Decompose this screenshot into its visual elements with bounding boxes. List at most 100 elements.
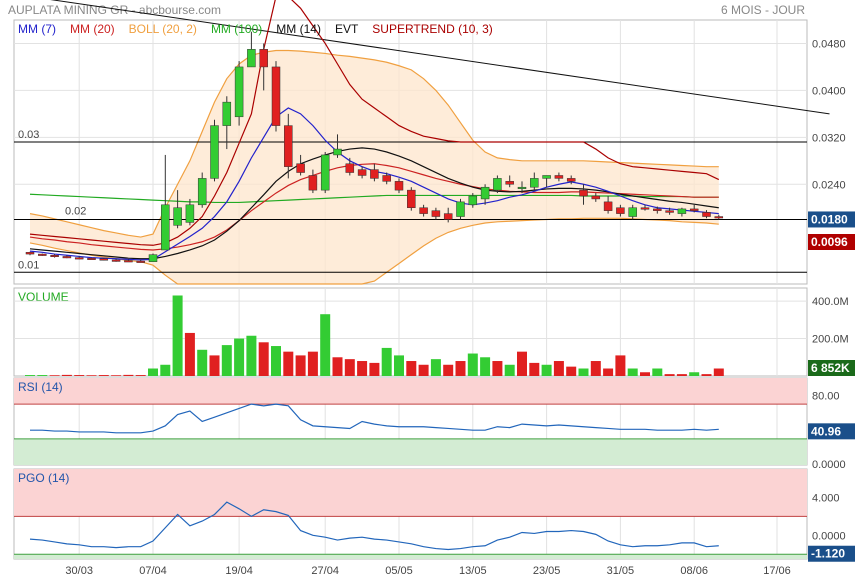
volume-bar xyxy=(332,357,343,376)
x-tick-label: 07/04 xyxy=(139,565,167,577)
candle-body xyxy=(148,254,158,262)
candle-body xyxy=(308,175,318,191)
x-tick-label: 31/05 xyxy=(607,565,635,577)
mm20-line xyxy=(29,163,719,251)
x-tick-label: 05/05 xyxy=(385,565,413,577)
mm14-line xyxy=(29,147,719,260)
candle-body xyxy=(111,259,121,262)
volume-bar xyxy=(640,372,650,376)
volume-bar xyxy=(701,374,712,376)
volume-bar xyxy=(221,345,232,376)
candle-body xyxy=(210,125,219,179)
pgo-line xyxy=(29,501,719,551)
volume-bar xyxy=(467,353,478,376)
x-tick-label: 17/06 xyxy=(763,565,791,577)
rsi-line xyxy=(30,403,719,434)
candle-body xyxy=(554,175,564,179)
candle-body xyxy=(480,186,490,200)
candle-body xyxy=(517,186,527,189)
pgo-overbought-zone xyxy=(14,469,807,517)
x-tick-label: 13/05 xyxy=(459,565,487,577)
candle-body xyxy=(197,178,207,206)
rsi-title: RSI (14) xyxy=(18,380,63,394)
volume-bar xyxy=(541,364,552,376)
rsi-overbought-zone xyxy=(14,378,807,405)
price-tick-label: 0.0240 xyxy=(812,179,846,191)
volume-bar xyxy=(111,375,122,376)
volume-bar xyxy=(615,355,626,376)
bollinger-upper-line xyxy=(29,49,719,238)
volume-bar xyxy=(455,361,466,376)
volume-bar xyxy=(37,375,48,376)
legend-item: MM (7) xyxy=(18,22,56,36)
candle-body xyxy=(689,208,699,211)
mm100-line xyxy=(29,193,719,204)
volume-bar xyxy=(603,368,614,376)
candle-body xyxy=(653,208,662,211)
volume-bar xyxy=(184,332,195,376)
period-label[interactable]: 6 MOIS - JOUR xyxy=(720,3,805,17)
candle-body xyxy=(284,125,293,167)
price-tick-label: 0.0480 xyxy=(812,38,846,50)
candle-body xyxy=(616,207,625,214)
candle-body xyxy=(665,210,674,213)
candle-body xyxy=(542,175,551,179)
candle-body xyxy=(247,49,256,68)
chart-title: AUPLATA MINING GR - abcbourse.com xyxy=(8,3,221,17)
legend-item: EVT xyxy=(335,22,359,36)
volume-last-badge-bg xyxy=(808,360,855,376)
pgo-last-badge: -1.120 xyxy=(811,547,845,561)
x-tick-label: 23/05 xyxy=(533,565,561,577)
candle-body xyxy=(124,260,133,263)
volume-bar xyxy=(394,355,404,376)
candle-body xyxy=(702,212,711,217)
candle-body xyxy=(38,253,47,256)
volume-bar xyxy=(566,366,577,376)
legend-item: BOLL (20, 2) xyxy=(129,22,197,36)
x-tick-label: 30/03 xyxy=(65,565,93,577)
volume-bar xyxy=(135,375,146,376)
pgo-tick-label: 4.000 xyxy=(812,492,840,504)
volume-bar xyxy=(98,375,109,376)
candle-body xyxy=(443,213,453,220)
candle-body xyxy=(382,175,391,182)
candle-body xyxy=(271,66,281,126)
rsi-tick-label: 80.00 xyxy=(812,390,840,402)
volume-bar xyxy=(443,364,454,376)
volume-bar xyxy=(25,375,35,376)
last-price-badge: 0.0180 xyxy=(811,212,848,226)
volume-bar xyxy=(492,361,503,376)
volume-bar xyxy=(369,362,380,376)
candle-body xyxy=(468,195,478,206)
bollinger-lower-line xyxy=(29,217,719,285)
level-label: 0.01 xyxy=(18,259,39,271)
candle-body xyxy=(394,181,404,191)
evt-trend-line xyxy=(50,0,830,115)
volume-bar xyxy=(61,374,72,376)
volume-bar xyxy=(123,374,134,376)
candle-body xyxy=(677,208,687,214)
volume-bar xyxy=(209,355,220,376)
candle-body xyxy=(370,169,379,179)
rsi-tick-label: 0.0000 xyxy=(812,459,846,471)
volume-bar xyxy=(307,351,318,376)
candle-body xyxy=(173,207,182,226)
volume-bar xyxy=(652,368,663,376)
candle-body xyxy=(714,216,724,219)
volume-bar xyxy=(664,374,675,376)
candle-body xyxy=(431,210,441,217)
volume-bar xyxy=(172,295,183,376)
pgo-oversold-zone xyxy=(14,554,807,559)
volume-bar xyxy=(713,368,724,376)
volume-bar xyxy=(480,357,491,376)
legend-item: MM (20) xyxy=(70,22,115,36)
volume-bar xyxy=(49,375,60,376)
pgo-tick-label: 0.0000 xyxy=(812,530,846,542)
legend-item: MM (100) xyxy=(211,22,262,36)
level-label: 0.02 xyxy=(65,205,86,217)
volume-bar xyxy=(86,375,97,376)
candle-body xyxy=(87,257,96,260)
candle-body xyxy=(74,257,84,260)
candle-body xyxy=(259,49,268,68)
